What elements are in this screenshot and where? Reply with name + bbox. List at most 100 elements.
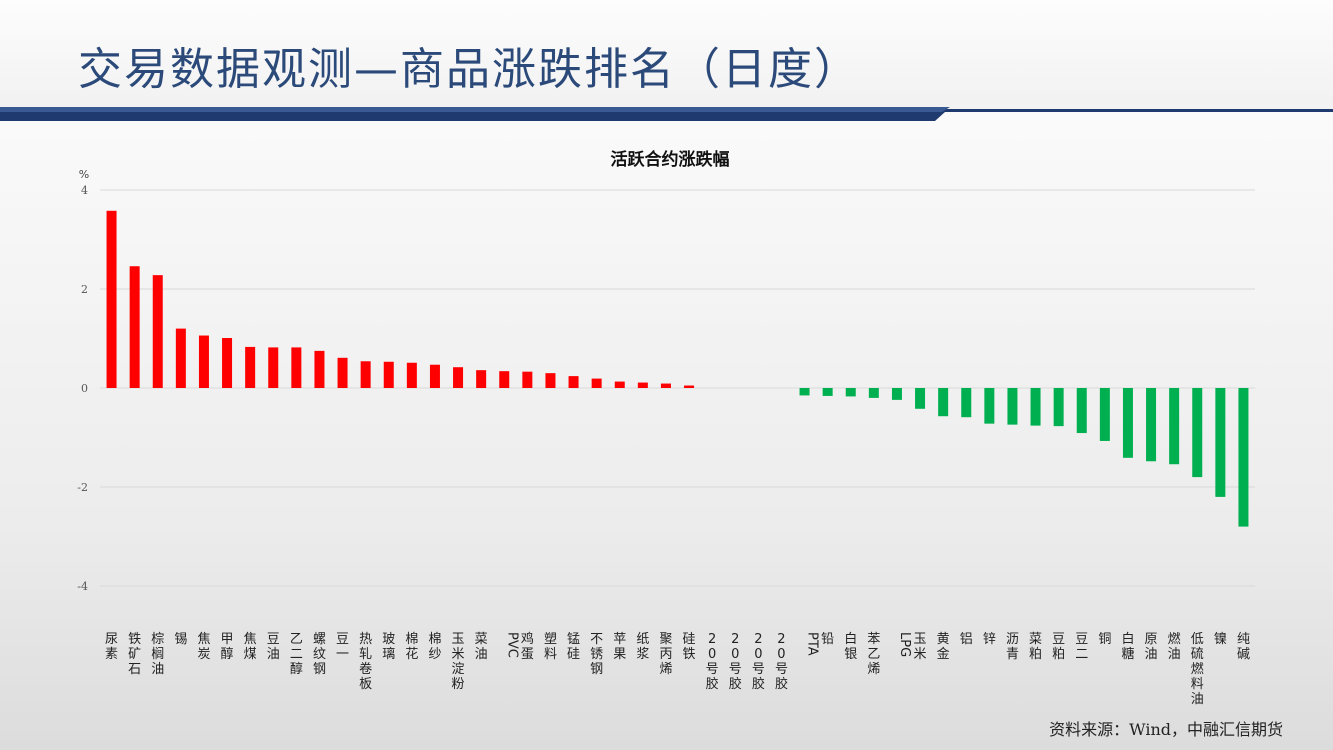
- slide-title: 交易数据观测—商品涨跌排名（日度）: [78, 44, 860, 95]
- x-tick-label: 棉纱: [428, 632, 441, 662]
- x-tick-label: 低硫燃料油: [1191, 632, 1204, 707]
- bar: [1030, 388, 1041, 426]
- x-tick-label: 豆二: [1075, 632, 1088, 662]
- bar: [337, 357, 348, 388]
- x-tick-label: 白糖: [1121, 631, 1134, 662]
- x-tick-label: 白银: [844, 631, 857, 662]
- x-tick-label: LPG: [897, 632, 912, 657]
- bar: [383, 361, 394, 388]
- bar: [961, 388, 972, 418]
- bar: [660, 383, 671, 388]
- bar: [1192, 388, 1203, 478]
- bar: [291, 347, 302, 388]
- bar: [637, 382, 648, 388]
- x-tick-label: 焦煤: [244, 632, 257, 662]
- x-tick-label: 聚丙烯: [659, 632, 672, 677]
- x-tick-label: 乙二醇: [290, 632, 303, 677]
- x-tick-label: 锌: [983, 632, 996, 647]
- bar: [222, 338, 233, 388]
- x-tick-label: PTA: [805, 632, 820, 656]
- x-tick-label: 铁矿石: [128, 632, 141, 677]
- x-tick-label: 苯乙烯: [867, 632, 880, 677]
- bar: [429, 364, 440, 388]
- x-tick-label: 2 0 号胶: [729, 632, 742, 692]
- bar: [268, 347, 279, 388]
- bar: [1076, 388, 1087, 434]
- x-tick-label: 甲醇: [221, 632, 234, 662]
- x-tick-label: 棕榈油: [151, 632, 164, 677]
- x-tick-label: 不锈钢: [590, 632, 603, 677]
- x-tick-label: 豆粕: [1052, 632, 1065, 662]
- bar: [938, 388, 949, 417]
- x-tick-label: 2 0 号胶: [752, 632, 765, 692]
- bar: [1007, 388, 1018, 425]
- x-tick-label: 2 0 号胶: [706, 632, 719, 692]
- bar: [522, 371, 533, 388]
- x-tick-label: 菜粕: [1029, 632, 1042, 662]
- x-tick-label: 黄金: [937, 632, 950, 662]
- x-tick-label: 2 0 号胶: [775, 632, 788, 692]
- x-tick-label: 纸浆: [636, 632, 649, 662]
- title-underline-accent: [0, 107, 950, 112]
- bar: [175, 328, 186, 388]
- bar: [684, 385, 695, 388]
- bar: [152, 275, 163, 388]
- bar: [614, 381, 625, 388]
- bar: [845, 388, 856, 397]
- x-tick-label: 锰硅: [567, 632, 580, 662]
- bar: [245, 346, 256, 388]
- x-tick-label: 锡: [174, 632, 187, 647]
- bar: [1215, 388, 1226, 497]
- bar: [1169, 388, 1180, 465]
- bar: [198, 335, 209, 388]
- x-tick-label: 铝: [960, 632, 973, 647]
- bar: [1238, 388, 1249, 527]
- x-tick-label: 鸡蛋: [521, 631, 534, 662]
- bar: [476, 370, 487, 388]
- bar: [984, 388, 995, 424]
- x-tick-label: 热轧卷板: [359, 632, 372, 692]
- bar: [891, 388, 902, 400]
- x-tick-label: 原油: [1145, 632, 1158, 662]
- y-axis-unit: %: [79, 168, 89, 181]
- x-tick-label: 纯碱: [1237, 632, 1250, 662]
- y-tick-label: -4: [77, 580, 88, 593]
- x-tick-label: 硅铁: [683, 632, 696, 662]
- x-tick-label: 玉米: [914, 632, 927, 662]
- bar: [868, 388, 879, 398]
- bar: [1099, 388, 1110, 441]
- x-tick-label: 豆油: [267, 632, 280, 662]
- bar: [129, 266, 140, 388]
- x-tick-label: 塑料: [544, 632, 557, 662]
- bar: [591, 378, 602, 388]
- x-tick-label: 玻璃: [382, 632, 395, 662]
- y-tick-label: 4: [81, 184, 88, 197]
- source-note: 资料来源：Wind，中融汇信期货: [1049, 720, 1283, 739]
- x-tick-label: 铜: [1098, 632, 1111, 647]
- x-tick-label: 菜油: [475, 632, 488, 662]
- y-tick-label: 2: [81, 283, 88, 296]
- x-tick-label: 苹果: [613, 632, 626, 662]
- bar: [360, 361, 371, 388]
- x-tick-label: 铅: [821, 632, 834, 647]
- x-tick-label: 棉花: [405, 632, 418, 662]
- bar: [314, 350, 325, 388]
- bar: [915, 388, 926, 409]
- bar: [453, 367, 464, 388]
- x-tick-label: 玉米淀粉: [452, 632, 465, 692]
- x-tick-label: 燃油: [1168, 631, 1181, 662]
- x-tick-label: 尿素: [105, 632, 118, 662]
- x-tick-label: 螺纹钢: [313, 632, 326, 677]
- bar: [106, 210, 117, 388]
- y-tick-label: -2: [77, 481, 88, 494]
- bar: [822, 388, 833, 396]
- bar: [1122, 388, 1133, 458]
- bar: [568, 376, 579, 388]
- x-tick-label: 沥青: [1006, 632, 1019, 662]
- x-tick-label: 豆一: [336, 632, 349, 662]
- y-tick-label: 0: [81, 382, 88, 395]
- bar: [406, 362, 417, 388]
